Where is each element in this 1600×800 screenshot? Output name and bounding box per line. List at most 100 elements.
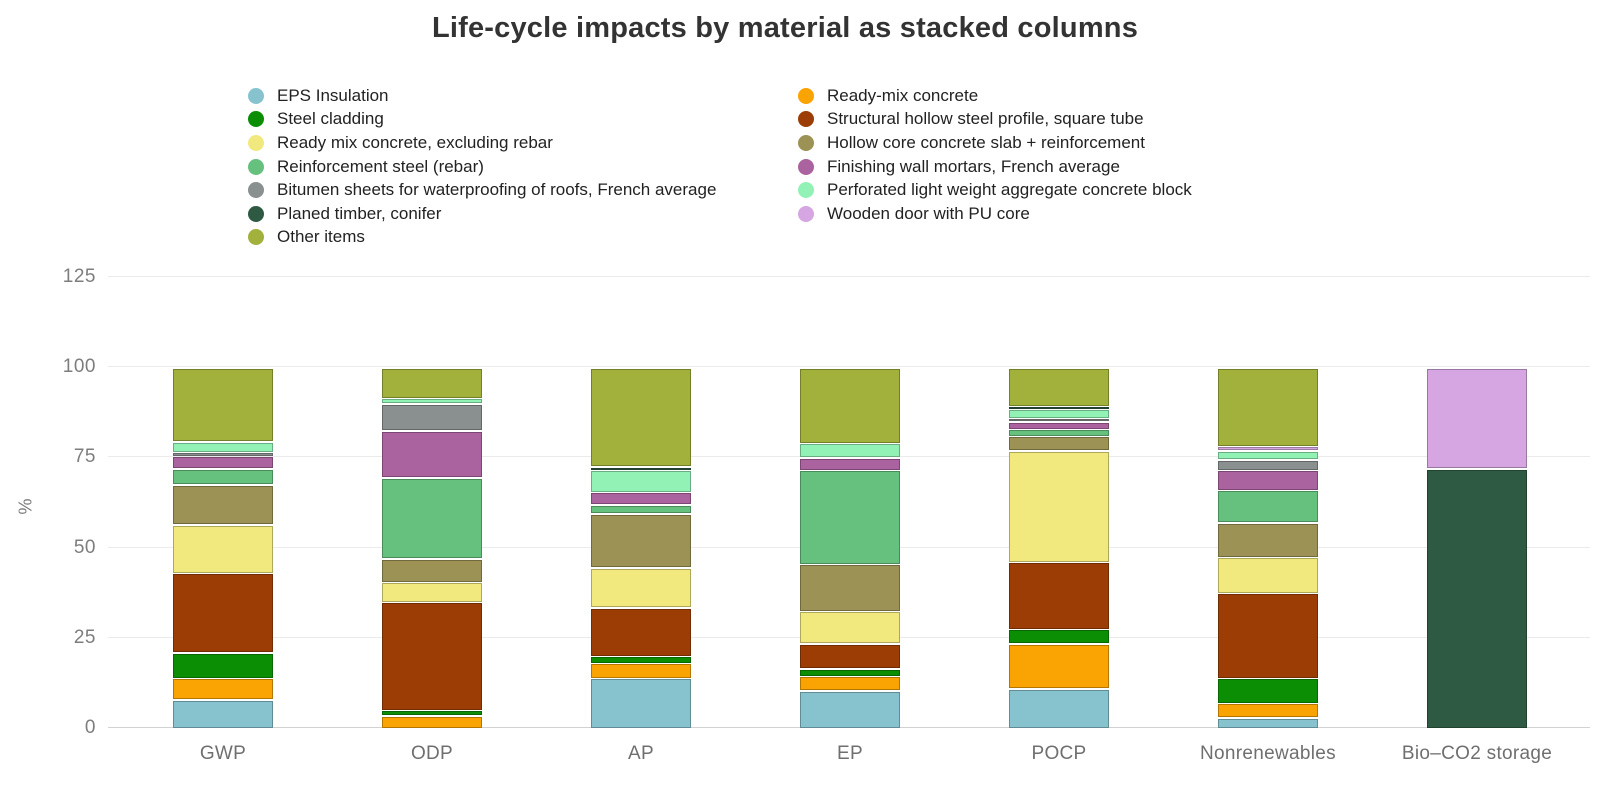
- bar-segment[interactable]: [173, 442, 273, 452]
- bar-segment[interactable]: [1218, 704, 1318, 718]
- bar-segment[interactable]: [382, 431, 482, 478]
- gridline: [108, 276, 1590, 277]
- bar-segment[interactable]: [1009, 630, 1109, 644]
- bar-segment[interactable]: [800, 644, 900, 669]
- stacked-bar: [591, 277, 691, 728]
- bar-segment[interactable]: [382, 603, 482, 710]
- stacked-bar: [382, 277, 482, 728]
- bar-segment[interactable]: [591, 664, 691, 678]
- bar-segment[interactable]: [382, 478, 482, 559]
- bar-segment[interactable]: [800, 677, 900, 691]
- legend-label: Bitumen sheets for waterproofing of roof…: [277, 180, 717, 200]
- bar-segment[interactable]: [1218, 460, 1318, 471]
- bar-segment[interactable]: [382, 404, 482, 431]
- legend-item[interactable]: Finishing wall mortars, French average: [798, 155, 1192, 179]
- bar-segment[interactable]: [173, 469, 273, 485]
- y-tick-label: 50: [73, 536, 96, 558]
- bar-segment[interactable]: [173, 368, 273, 442]
- bar-segment[interactable]: [173, 700, 273, 728]
- bar-segment[interactable]: [1009, 451, 1109, 563]
- bar-segment[interactable]: [1218, 678, 1318, 703]
- bar-segment[interactable]: [173, 453, 273, 456]
- y-tick-label: 100: [62, 356, 96, 378]
- bar-segment[interactable]: [173, 574, 273, 653]
- bar-segment[interactable]: [1009, 429, 1109, 436]
- legend-item[interactable]: Steel cladding: [248, 108, 716, 132]
- bar-segment[interactable]: [382, 583, 482, 602]
- bar-segment[interactable]: [382, 368, 482, 398]
- bar-segment[interactable]: [173, 525, 273, 573]
- x-category-label: GWP: [199, 743, 247, 764]
- legend-label: Ready mix concrete, excluding rebar: [277, 132, 553, 152]
- legend-item[interactable]: Wooden door with PU core: [798, 202, 1192, 226]
- bar-segment[interactable]: [591, 514, 691, 568]
- bar-segment[interactable]: [1218, 523, 1318, 557]
- bar-segment[interactable]: [1218, 451, 1318, 460]
- x-category-label: POCP: [1031, 743, 1087, 764]
- bar-segment[interactable]: [1218, 558, 1318, 593]
- legend-swatch-icon: [248, 134, 264, 151]
- bar-segment[interactable]: [382, 716, 482, 728]
- legend-swatch-icon: [248, 111, 264, 128]
- bar-segment[interactable]: [1009, 406, 1109, 409]
- legend-swatch-icon: [798, 205, 814, 222]
- bar-segment[interactable]: [591, 678, 691, 728]
- legend-item[interactable]: Perforated light weight aggregate concre…: [798, 178, 1192, 202]
- legend-label: EPS Insulation: [277, 85, 389, 105]
- bar-segment[interactable]: [382, 711, 482, 716]
- bar-segment[interactable]: [591, 368, 691, 467]
- bar-segment[interactable]: [1427, 368, 1527, 469]
- legend-item[interactable]: Ready-mix concrete: [798, 84, 1192, 108]
- legend-item[interactable]: Other items: [248, 226, 716, 250]
- bar-segment[interactable]: [173, 653, 273, 678]
- legend-item[interactable]: Hollow core concrete slab + reinforcemen…: [798, 131, 1192, 155]
- bar-segment[interactable]: [1009, 644, 1109, 689]
- bar-segment[interactable]: [800, 612, 900, 644]
- bar-segment[interactable]: [591, 493, 691, 505]
- bar-segment[interactable]: [591, 568, 691, 608]
- bar-segment[interactable]: [800, 458, 900, 471]
- legend-item[interactable]: Structural hollow steel profile, square …: [798, 108, 1192, 132]
- legend-item[interactable]: Ready mix concrete, excluding rebar: [248, 131, 716, 155]
- bar-segment[interactable]: [382, 559, 482, 582]
- legend-swatch-icon: [798, 158, 814, 175]
- bar-segment[interactable]: [591, 657, 691, 664]
- bar-segment[interactable]: [1009, 437, 1109, 451]
- bar-segment[interactable]: [591, 505, 691, 514]
- bar-segment[interactable]: [800, 368, 900, 443]
- bar-segment[interactable]: [800, 691, 900, 728]
- legend-item[interactable]: Planed timber, conifer: [248, 202, 716, 226]
- bar-segment[interactable]: [173, 457, 273, 469]
- bar-segment[interactable]: [1009, 689, 1109, 728]
- bar-segment[interactable]: [1427, 469, 1527, 728]
- bar-segment[interactable]: [1218, 446, 1318, 451]
- x-category-label: EP: [837, 743, 863, 764]
- legend-item[interactable]: Bitumen sheets for waterproofing of roof…: [248, 178, 716, 202]
- bar-segment[interactable]: [1009, 368, 1109, 407]
- bar-segment[interactable]: [173, 485, 273, 525]
- bar-segment[interactable]: [591, 471, 691, 492]
- bar-segment[interactable]: [800, 669, 900, 676]
- legend-label: Steel cladding: [277, 109, 384, 129]
- bar-segment[interactable]: [591, 608, 691, 656]
- bar-segment[interactable]: [1218, 491, 1318, 523]
- legend-column-right: Ready-mix concrete Structural hollow stee…: [798, 84, 1192, 226]
- bar-segment[interactable]: [1218, 718, 1318, 728]
- stacked-bar: [1218, 277, 1318, 728]
- legend-item[interactable]: Reinforcement steel (rebar): [248, 155, 716, 179]
- bar-segment[interactable]: [1009, 422, 1109, 429]
- bar-segment[interactable]: [591, 467, 691, 471]
- bar-segment[interactable]: [1218, 471, 1318, 490]
- bar-segment[interactable]: [382, 399, 482, 404]
- bar-segment[interactable]: [1009, 563, 1109, 629]
- bar-segment[interactable]: [173, 678, 273, 700]
- bar-segment[interactable]: [1218, 594, 1318, 678]
- chart-title: Life-cycle impacts by material as stacke…: [431, 12, 1139, 44]
- bar-segment[interactable]: [1009, 410, 1109, 418]
- legend-item[interactable]: EPS Insulation: [248, 84, 716, 108]
- bar-segment[interactable]: [1009, 419, 1109, 422]
- bar-segment[interactable]: [800, 471, 900, 564]
- bar-segment[interactable]: [800, 565, 900, 611]
- bar-segment[interactable]: [800, 444, 900, 458]
- bar-segment[interactable]: [1218, 368, 1318, 446]
